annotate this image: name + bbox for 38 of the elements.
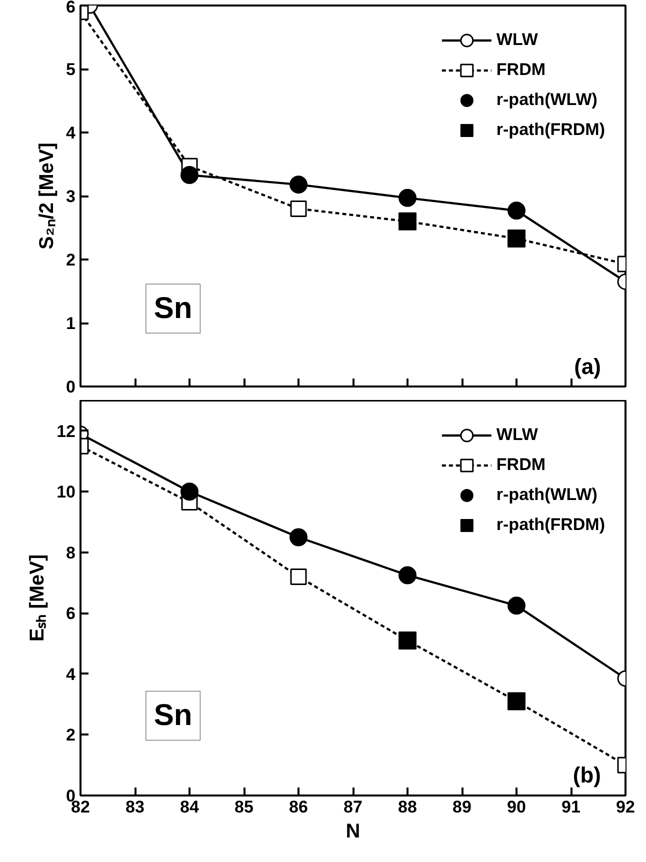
y-tick-label: 5 bbox=[66, 60, 76, 79]
x-tick-label: 89 bbox=[452, 798, 472, 816]
y-tick-label: 6 bbox=[66, 0, 76, 16]
x-tick-label: 91 bbox=[562, 798, 580, 816]
x-tick-label: 88 bbox=[398, 798, 417, 816]
x-tick-label: 84 bbox=[180, 798, 200, 816]
annotation: (a) bbox=[574, 354, 601, 379]
x-tick-label: 90 bbox=[507, 798, 526, 816]
x-tick-label: 86 bbox=[289, 798, 308, 816]
legend-label: FRDM bbox=[496, 454, 546, 476]
y-tick-label: 6 bbox=[66, 604, 76, 624]
y-tick-label: 0 bbox=[66, 378, 76, 396]
y-tick-label: 8 bbox=[66, 543, 76, 562]
legend-label: WLW bbox=[496, 424, 538, 446]
y-axis-title: Eₛₕ [MeV] bbox=[26, 554, 49, 642]
legend-label: r-path(FRDM) bbox=[496, 514, 605, 536]
y-tick-label: 4 bbox=[66, 664, 76, 684]
x-tick-label: 83 bbox=[126, 798, 144, 816]
annotation: Sn bbox=[154, 292, 192, 326]
y-tick-label: 3 bbox=[66, 187, 76, 206]
legend-label: r-path(WLW) bbox=[496, 89, 598, 111]
legend-label: r-path(FRDM) bbox=[496, 119, 605, 141]
legend-label: FRDM bbox=[496, 59, 546, 81]
annotation: (b) bbox=[572, 762, 601, 788]
y-tick-label: 12 bbox=[56, 422, 76, 441]
x-tick-label: 87 bbox=[344, 798, 362, 816]
y-tick-label: 2 bbox=[66, 250, 76, 270]
x-tick-label: 85 bbox=[234, 798, 254, 816]
y-tick-label: 2 bbox=[66, 726, 76, 745]
legend-label: WLW bbox=[496, 29, 538, 51]
annotation: Sn bbox=[154, 699, 192, 732]
y-tick-label: 4 bbox=[66, 124, 76, 142]
y-tick-label: 1 bbox=[66, 314, 76, 333]
y-axis-title: S₂ₙ/2 [MeV] bbox=[36, 142, 58, 250]
x-tick-label: 92 bbox=[616, 798, 635, 816]
y-tick-label: 10 bbox=[56, 482, 76, 502]
x-axis-title: N bbox=[346, 820, 360, 842]
legend-label: r-path(WLW) bbox=[496, 484, 598, 506]
